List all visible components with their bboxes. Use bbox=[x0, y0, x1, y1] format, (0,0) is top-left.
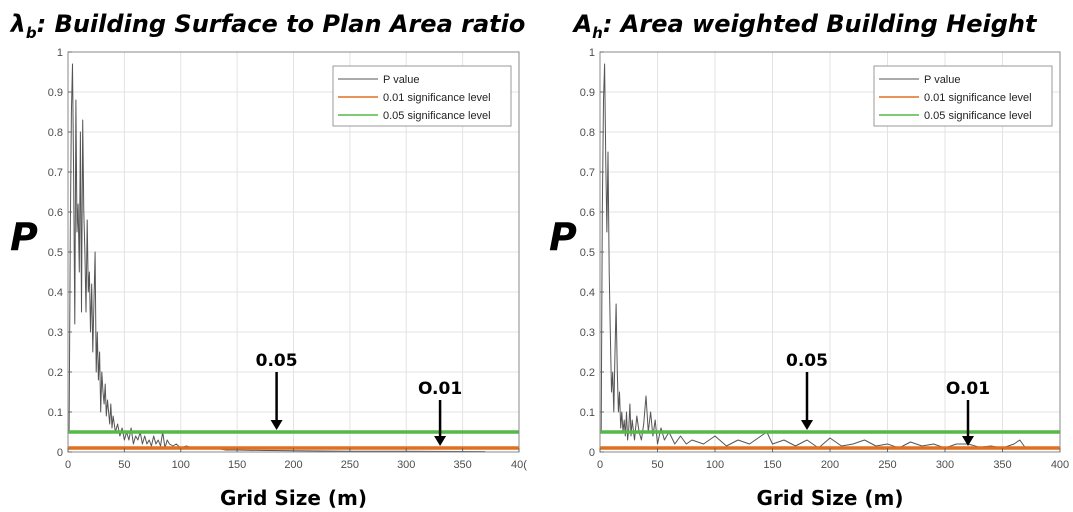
title-text: : Building Surface to Plan Area ratio bbox=[36, 10, 526, 38]
y-tick-label: 0.9 bbox=[48, 87, 63, 99]
title-symbol: A bbox=[573, 10, 593, 38]
x-axis-label: Grid Size (m) bbox=[220, 486, 367, 510]
y-tick-label: 0.5 bbox=[48, 247, 63, 259]
y-axis-label: P bbox=[549, 215, 577, 259]
annotation-arrowhead bbox=[270, 420, 283, 430]
line-chart: 0 50 100 150 200 250 300 350 400 0 0.1 0.2 0.3 0.4 0.5… bbox=[549, 47, 1069, 510]
annotation-arrowhead bbox=[801, 420, 813, 430]
y-tick-label: 0.3 bbox=[48, 327, 63, 339]
y-tick-label: 0.6 bbox=[580, 207, 595, 219]
title-subscript: h bbox=[592, 23, 603, 42]
annotation-label: 0.05 bbox=[256, 351, 298, 371]
y-tick-label: 0 bbox=[589, 447, 595, 459]
chart-title: Ah: Area weighted Building Height bbox=[537, 10, 1073, 42]
x-tick-label: 100 bbox=[172, 459, 190, 471]
legend-label: P value bbox=[924, 74, 961, 86]
x-tick-label: 300 bbox=[936, 459, 954, 471]
x-tick-label: 150 bbox=[763, 459, 781, 471]
line-chart: 0 50 100 150 200 250 300 350 40( 0 0.1 0.2 0.3 0.4 0.5… bbox=[10, 47, 527, 510]
y-tick-label: 0.5 bbox=[580, 247, 595, 259]
annotation-arrowhead bbox=[962, 436, 974, 446]
x-tick-label: 350 bbox=[993, 459, 1011, 471]
x-tick-label: 150 bbox=[228, 459, 246, 471]
x-tick-label: 300 bbox=[397, 459, 415, 471]
y-tick-label: 1 bbox=[589, 47, 595, 59]
x-axis-label: Grid Size (m) bbox=[757, 486, 904, 510]
legend: P value 0.01 significance level 0.05 signi… bbox=[873, 65, 1053, 127]
annotation-label: 0.05 bbox=[786, 351, 828, 371]
y-axis-label: P bbox=[10, 215, 38, 259]
legend-label: 0.01 significance level bbox=[383, 92, 491, 104]
annotation-arrowhead bbox=[434, 436, 447, 446]
title-text: : Area weighted Building Height bbox=[602, 10, 1037, 38]
x-tick-label: 250 bbox=[878, 459, 896, 471]
x-tick-label: 0 bbox=[65, 459, 71, 471]
legend-label: P value bbox=[383, 74, 420, 86]
y-tick-label: 0.2 bbox=[48, 367, 63, 379]
x-tick-label: 100 bbox=[706, 459, 724, 471]
legend-box bbox=[332, 65, 512, 127]
y-tick-label: 1 bbox=[57, 47, 63, 59]
title-subscript: b bbox=[25, 23, 37, 42]
chart-panel-left: λb: Building Surface to Plan Area ratio … bbox=[0, 0, 536, 512]
legend-label: 0.05 significance level bbox=[924, 110, 1032, 122]
series-line-p-value bbox=[600, 63, 1026, 449]
x-tick-label: 200 bbox=[821, 459, 839, 471]
x-tick-label: 50 bbox=[651, 459, 663, 471]
legend-label: 0.01 significance level bbox=[924, 92, 1032, 104]
y-tick-label: 0.6 bbox=[48, 207, 63, 219]
series-line-p-value bbox=[68, 63, 486, 453]
legend-box bbox=[873, 65, 1053, 127]
x-tick-label: 400 bbox=[1051, 459, 1069, 471]
x-tick-label: 250 bbox=[341, 459, 359, 471]
y-tick-label: 0.1 bbox=[48, 407, 63, 419]
x-tick-label: 50 bbox=[118, 459, 130, 471]
annotation-label: O.01 bbox=[418, 379, 462, 399]
y-tick-label: 0.8 bbox=[580, 127, 595, 139]
x-tick-label: 200 bbox=[284, 459, 302, 471]
title-symbol: λ bbox=[10, 10, 26, 38]
x-tick-label: 0 bbox=[597, 459, 603, 471]
legend-label: 0.05 significance level bbox=[383, 110, 491, 122]
y-tick-label: 0.4 bbox=[48, 287, 63, 299]
y-tick-label: 0.7 bbox=[580, 167, 595, 179]
y-tick-label: 0.9 bbox=[580, 87, 595, 99]
x-tick-label: 350 bbox=[453, 459, 471, 471]
annotation-label: O.01 bbox=[946, 379, 990, 399]
y-tick-label: 0 bbox=[57, 447, 63, 459]
x-tick-label: 40( bbox=[511, 459, 527, 471]
y-tick-label: 0.7 bbox=[48, 167, 63, 179]
y-tick-label: 0.8 bbox=[48, 127, 63, 139]
y-tick-label: 0.4 bbox=[580, 287, 595, 299]
y-tick-label: 0.1 bbox=[580, 407, 595, 419]
y-tick-label: 0.3 bbox=[580, 327, 595, 339]
y-tick-label: 0.2 bbox=[580, 367, 595, 379]
chart-panel-right: Ah: Area weighted Building Height 0 50 100… bbox=[537, 0, 1073, 512]
chart-title: λb: Building Surface to Plan Area ratio bbox=[0, 10, 536, 42]
legend: P value 0.01 significance level 0.05 signi… bbox=[332, 65, 512, 127]
